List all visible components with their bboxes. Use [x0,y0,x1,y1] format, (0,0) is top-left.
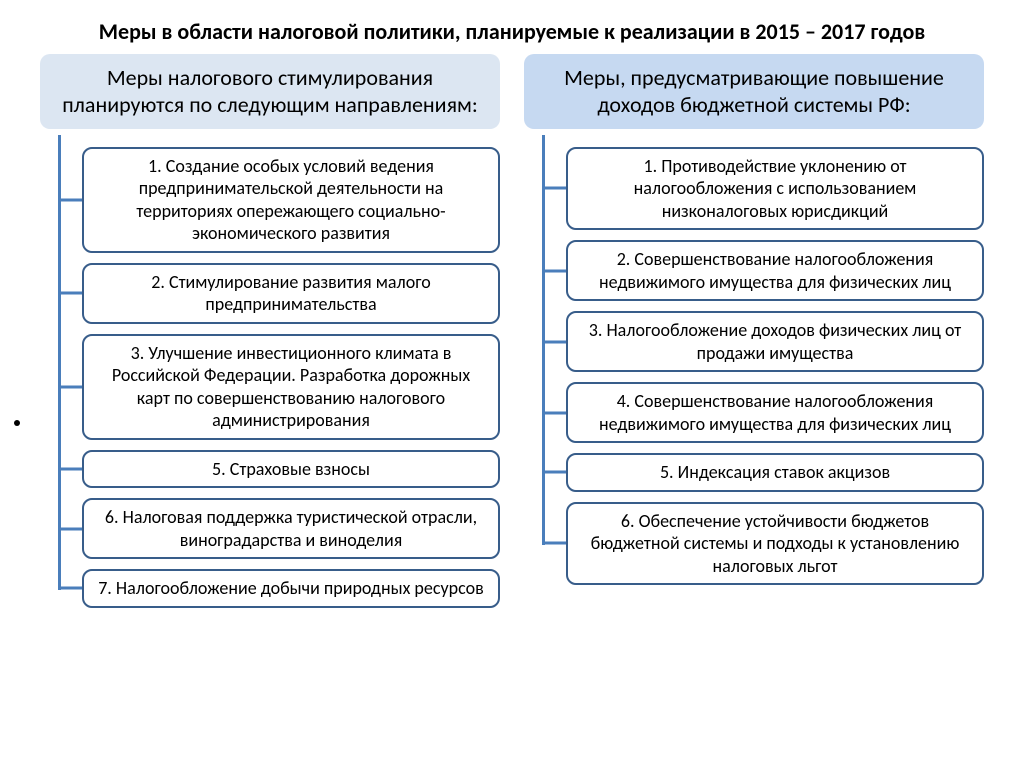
left-item: 7. Налогообложение добычи природных ресу… [82,569,500,608]
left-item-box: 3. Улучшение инвестиционного климата в Р… [82,334,500,440]
connector-horizontal [542,542,566,545]
connector-horizontal [58,527,82,530]
right-item-box: 5. Индексация ставок акцизов [566,453,984,492]
right-header: Меры, предусматривающие повышение доходо… [524,54,984,129]
page-title: Меры в области налоговой политики, плани… [30,18,994,46]
left-item: 1. Создание особых условий ведения предп… [82,147,500,253]
connector-vertical-left [58,135,61,591]
left-item-box: 7. Налогообложение добычи природных ресу… [82,569,500,608]
left-item: 6. Налоговая поддержка туристической отр… [82,498,500,559]
connector-horizontal [58,292,82,295]
right-item-box: 3. Налогообложение доходов физических ли… [566,311,984,372]
right-item: 3. Налогообложение доходов физических ли… [566,311,984,372]
right-children: 1. Противодействие уклонению от налогооб… [524,135,984,586]
right-item: 4. Совершенствование налогообложения нед… [566,382,984,443]
connector-horizontal [542,187,566,190]
connector-horizontal [58,198,82,201]
left-item: 2. Стимулирование развития малого предпр… [82,263,500,324]
connector-horizontal [58,587,82,590]
left-item-box: 5. Страховые взносы [82,450,500,489]
left-column: Меры налогового стимулирования планируют… [40,54,500,608]
left-item-box: 6. Налоговая поддержка туристической отр… [82,498,500,559]
right-item: 1. Противодействие уклонению от налогооб… [566,147,984,231]
connector-horizontal [542,269,566,272]
right-item: 5. Индексация ставок акцизов [566,453,984,492]
right-item-box: 1. Противодействие уклонению от налогооб… [566,147,984,231]
left-item-box: 1. Создание особых условий ведения предп… [82,147,500,253]
right-item: 2. Совершенствование налогообложения нед… [566,240,984,301]
right-column: Меры, предусматривающие повышение доходо… [524,54,984,608]
left-children: 1. Создание особых условий ведения предп… [40,135,500,608]
bullet-dot [14,420,20,426]
right-item-box: 4. Совершенствование налогообложения нед… [566,382,984,443]
columns-container: Меры налогового стимулирования планируют… [30,54,994,608]
left-item-box: 2. Стимулирование развития малого предпр… [82,263,500,324]
left-item: 5. Страховые взносы [82,450,500,489]
connector-horizontal [58,385,82,388]
connector-horizontal [542,411,566,414]
left-item: 3. Улучшение инвестиционного климата в Р… [82,334,500,440]
right-item-box: 2. Совершенствование налогообложения нед… [566,240,984,301]
right-item-box: 6. Обеспечение устойчивости бюджетов бюд… [566,502,984,586]
connector-horizontal [542,471,566,474]
connector-horizontal [542,340,566,343]
right-item: 6. Обеспечение устойчивости бюджетов бюд… [566,502,984,586]
connector-horizontal [58,467,82,470]
left-header: Меры налогового стимулирования планируют… [40,54,500,129]
